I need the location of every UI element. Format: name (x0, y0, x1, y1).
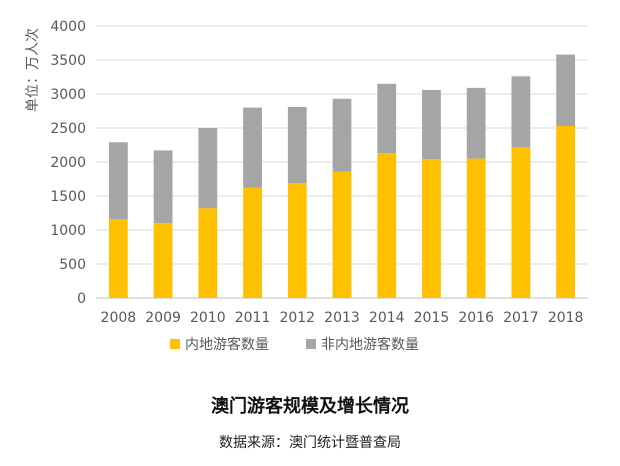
x-tick-label: 2017 (503, 310, 539, 326)
x-tick-label: 2014 (369, 310, 405, 326)
bar-non-mainland-2009 (153, 150, 173, 224)
x-tick-label: 2018 (548, 310, 584, 326)
bar-non-mainland-2010 (198, 128, 218, 209)
x-tick-label: 2012 (279, 310, 315, 326)
y-tick-label: 0 (77, 291, 86, 307)
bar-mainland-2008 (108, 219, 128, 298)
bar-mainland-2014 (377, 153, 397, 298)
bar-mainland-2017 (511, 147, 531, 298)
y-tick-label: 4000 (50, 19, 86, 35)
y-tick-label: 500 (59, 257, 86, 273)
bar-non-mainland-2015 (422, 89, 441, 160)
legend-swatch-non-mainland (306, 339, 316, 349)
x-tick-label: 2016 (458, 310, 494, 326)
bar-non-mainland-2018 (556, 54, 576, 126)
y-axis-ticks: 0 500 1000 1500 2000 2500 3000 3500 4000 (50, 19, 86, 307)
bar-mainland-2011 (243, 187, 262, 298)
bar-mainland-2012 (287, 183, 307, 298)
source-note: 数据来源：澳门统计暨普查局 (219, 435, 401, 451)
y-tick-label: 1500 (50, 189, 86, 205)
x-tick-label: 2010 (190, 310, 226, 326)
bar-non-mainland-2008 (108, 142, 128, 220)
bar-non-mainland-2011 (243, 107, 262, 188)
legend-label-mainland: 内地游客数量 (185, 336, 269, 353)
legend: 内地游客数量 非内地游客数量 (170, 336, 419, 353)
y-tick-label: 3000 (50, 87, 86, 103)
bar-non-mainland-2012 (287, 106, 307, 184)
bar-mainland-2018 (556, 125, 576, 299)
bar-non-mainland-2014 (377, 83, 397, 154)
bar-mainland-2016 (466, 158, 486, 298)
legend-swatch-mainland (170, 339, 180, 349)
legend-label-non-mainland: 非内地游客数量 (321, 336, 419, 353)
x-tick-label: 2013 (324, 310, 360, 326)
bar-non-mainland-2013 (332, 98, 352, 172)
bar-mainland-2010 (198, 208, 218, 298)
bar-non-mainland-2016 (466, 87, 486, 159)
y-axis-title: 单位：万人次 (25, 28, 41, 112)
y-tick-label: 2000 (50, 155, 86, 171)
bar-non-mainland-2017 (511, 76, 531, 148)
x-tick-label: 2015 (414, 310, 450, 326)
x-tick-label: 2009 (145, 310, 181, 326)
x-tick-label: 2011 (235, 310, 271, 326)
chart-title: 澳门游客规模及增长情况 (211, 395, 409, 417)
x-tick-label: 2008 (101, 310, 137, 326)
bar-mainland-2015 (422, 159, 441, 298)
y-tick-label: 2500 (50, 121, 86, 137)
y-tick-label: 1000 (50, 223, 86, 239)
x-axis-ticks: 2008 2009 2010 2011 2012 2013 2014 2015 2016 2017… (101, 310, 584, 326)
bars (108, 54, 576, 299)
bar-mainland-2009 (153, 223, 173, 298)
y-tick-label: 3500 (50, 53, 86, 69)
bar-mainland-2013 (332, 171, 352, 298)
